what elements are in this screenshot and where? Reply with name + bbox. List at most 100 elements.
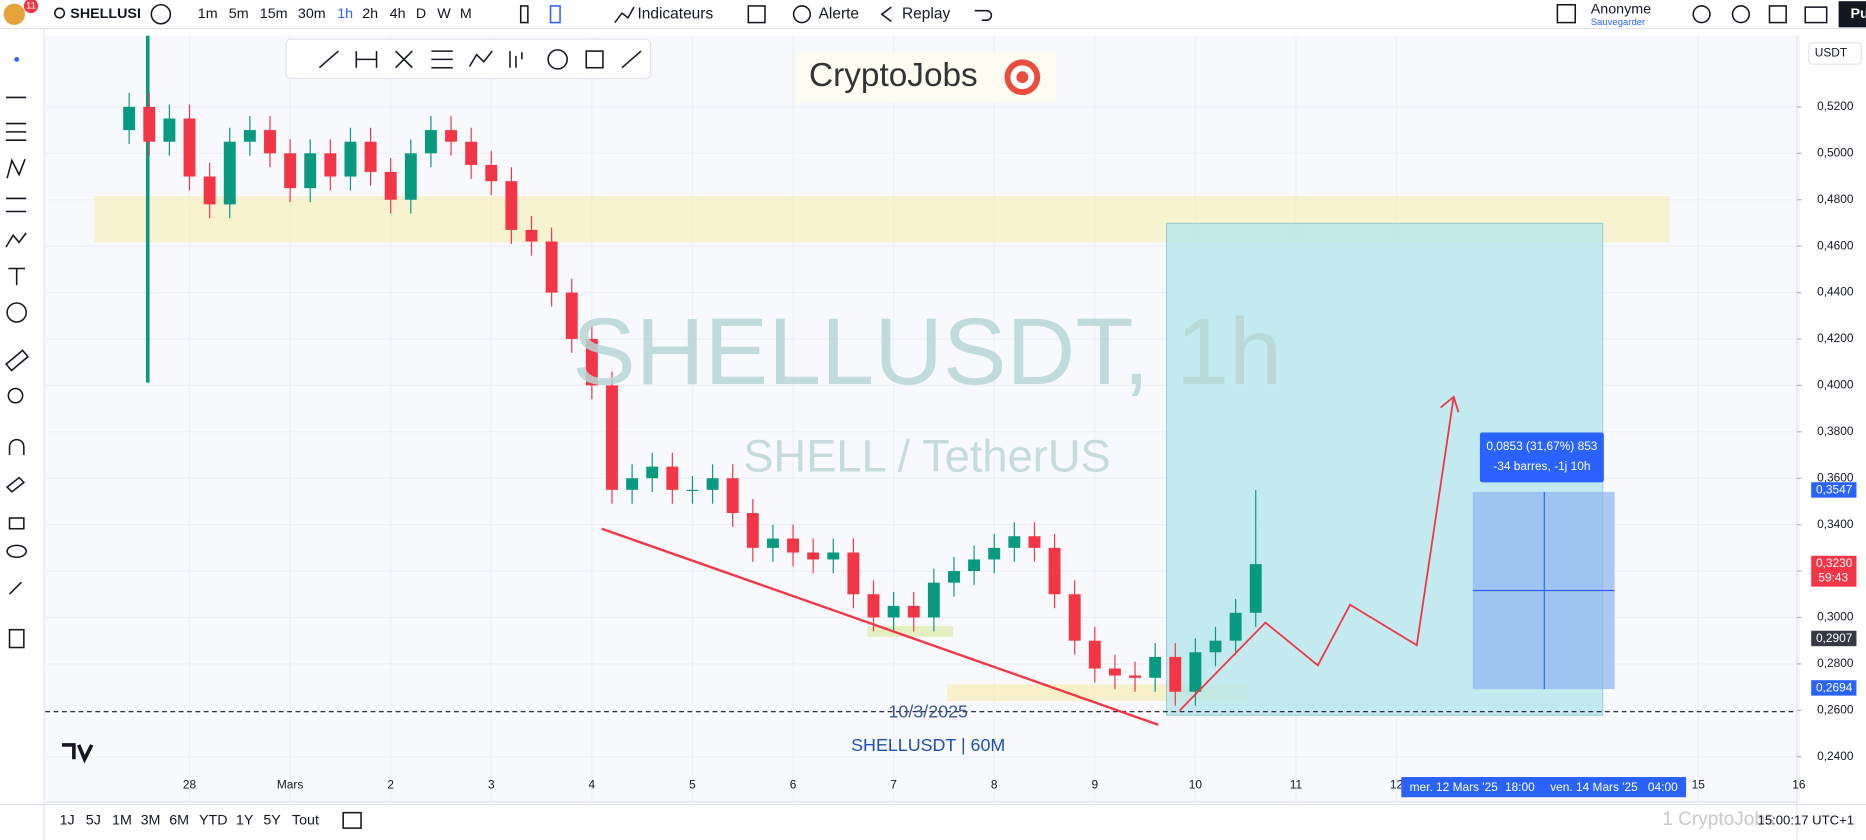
caption: SHELLUSDT | 60M	[851, 735, 1005, 755]
range-button[interactable]: 1M	[112, 813, 132, 829]
y-tick-label: 0,2600	[1817, 702, 1854, 716]
x-tick-label: 8	[991, 777, 998, 791]
candle-body	[565, 292, 578, 339]
x-tick-label: 9	[1091, 777, 1098, 791]
drawing-toolbar-icons[interactable]	[318, 49, 642, 70]
indicators-button[interactable]: Indicateurs	[637, 5, 713, 22]
chart-type[interactable]	[519, 5, 529, 24]
candle-body	[1028, 536, 1041, 548]
replay-button[interactable]: Replay	[902, 5, 950, 22]
candle-body	[1249, 564, 1262, 613]
candle-body	[726, 478, 739, 514]
candle-body	[1189, 652, 1202, 692]
range-button[interactable]: 1J	[60, 813, 75, 829]
candle-body	[807, 552, 820, 560]
range-button[interactable]: YTD	[199, 813, 228, 829]
badge-count: 11	[26, 0, 36, 11]
indicator-icon[interactable]	[614, 6, 635, 24]
footer-brand: 1 CryptoJobs	[1662, 809, 1774, 830]
countdown: 59:43	[1818, 571, 1848, 585]
candle-body	[706, 478, 719, 490]
symbol[interactable]: SHELLUSI	[70, 6, 141, 22]
currency-button[interactable]	[1808, 42, 1862, 65]
x-tick-label: 2	[387, 777, 394, 791]
timeframe[interactable]: W	[437, 6, 451, 22]
timeframe-active[interactable]: 1h	[337, 6, 353, 22]
y-tick-label: 0,2800	[1817, 656, 1854, 670]
publish-button[interactable]	[1838, 1, 1866, 28]
x-tick-label: 5	[689, 777, 696, 791]
y-tick-label: 0,2400	[1817, 749, 1854, 763]
user-name: Anonyme	[1591, 1, 1651, 17]
range-button[interactable]: Tout	[292, 813, 319, 829]
range-button[interactable]: 5Y	[263, 813, 281, 829]
price-label: 0,2907	[1816, 631, 1852, 645]
timeframe[interactable]: 4h	[390, 6, 406, 22]
candle-body	[243, 130, 256, 142]
clock: 15:00:17 UTC+1	[1758, 812, 1854, 827]
measure-text: -34 barres, -1j 10h	[1493, 459, 1590, 473]
candle-body	[1088, 640, 1101, 669]
candle-body	[525, 229, 538, 242]
candle-body	[585, 338, 598, 386]
range-button[interactable]: 1Y	[236, 813, 254, 829]
candle-body	[1068, 594, 1081, 641]
tv-logo	[61, 743, 94, 764]
alert-icon[interactable]	[792, 5, 812, 24]
date-label: 10/3/2025	[889, 702, 969, 722]
tool-icon[interactable]	[1692, 5, 1711, 24]
snapshot-icon[interactable]	[1804, 6, 1828, 24]
currency[interactable]: USDT	[1815, 46, 1847, 60]
y-tick-label: 0,4600	[1817, 238, 1854, 252]
timeframe[interactable]: 15m	[260, 6, 288, 22]
x-tick-label: 7	[890, 777, 897, 791]
fullscreen-icon[interactable]	[1768, 5, 1787, 24]
candle-body	[948, 571, 960, 583]
range-button[interactable]: 6M	[169, 813, 189, 829]
x-tick-label: 28	[183, 777, 197, 791]
alert-button[interactable]: Alerte	[819, 5, 859, 22]
search-icon[interactable]	[54, 7, 66, 19]
candle-body	[968, 559, 981, 572]
candle-type[interactable]	[549, 5, 561, 24]
timeframe[interactable]: 1m	[198, 6, 218, 22]
add-symbol[interactable]	[150, 3, 172, 25]
y-tick-label: 0,3400	[1817, 517, 1854, 531]
candle-body	[766, 538, 779, 548]
timeframe[interactable]: 5m	[229, 6, 249, 22]
avatar[interactable]	[3, 3, 26, 25]
candle-body	[867, 594, 880, 618]
timeframe[interactable]: 2h	[362, 6, 378, 22]
settings-icon[interactable]	[1731, 5, 1751, 24]
timeframe[interactable]: M	[460, 6, 472, 22]
candle-body	[404, 153, 417, 200]
candle-body	[887, 605, 900, 618]
x-tick-label: 6	[790, 777, 797, 791]
price-label-box	[1811, 680, 1857, 696]
candle-body	[1229, 612, 1242, 641]
drawing-toolbar	[285, 38, 652, 80]
price-label-box	[1811, 630, 1857, 647]
save-checkbox[interactable]	[1556, 3, 1577, 24]
timeframe[interactable]: 30m	[298, 6, 326, 22]
candle-body	[424, 130, 437, 154]
candle-body	[1209, 640, 1222, 653]
candle-body	[304, 153, 317, 189]
candle-body	[485, 164, 498, 182]
publish-label[interactable]: Pu	[1851, 6, 1866, 22]
replay-icon[interactable]	[880, 6, 892, 23]
y-tick-label: 0,4800	[1817, 192, 1854, 206]
candle-body	[465, 141, 478, 165]
brand-target	[1016, 71, 1029, 84]
undo[interactable]	[974, 9, 993, 21]
save-button[interactable]: Sauvegarder	[1591, 17, 1645, 28]
range-button[interactable]: 3M	[141, 813, 161, 829]
date-range-icon[interactable]	[342, 811, 362, 829]
layout-icon[interactable]	[747, 5, 766, 24]
timeframe[interactable]: D	[416, 6, 426, 22]
candle-body	[324, 153, 337, 177]
drawing-tools[interactable]	[5, 57, 30, 649]
range-button[interactable]: 5J	[86, 813, 101, 829]
axes: 0,5200 0,5000 0,4800 0,4600 0,4400 0,4200 0,40…	[183, 99, 1857, 791]
brand: CryptoJobs	[809, 57, 978, 94]
